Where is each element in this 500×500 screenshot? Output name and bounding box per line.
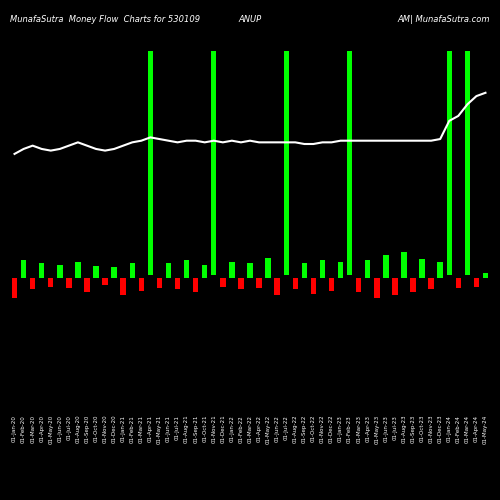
Text: ANUP: ANUP	[238, 15, 262, 24]
Bar	[420, 260, 425, 278]
Bar	[220, 278, 226, 286]
Bar	[166, 264, 171, 278]
Bar	[356, 278, 362, 292]
Bar	[156, 278, 162, 288]
Bar	[456, 278, 461, 288]
Bar	[202, 265, 207, 278]
Bar	[12, 278, 17, 298]
Bar	[48, 278, 54, 286]
Bar	[94, 266, 99, 278]
Bar	[75, 262, 80, 278]
Text: AM| MunafaSutra.com: AM| MunafaSutra.com	[398, 15, 490, 24]
Bar	[248, 264, 252, 278]
Bar	[483, 273, 488, 278]
Bar	[175, 278, 180, 289]
Bar	[30, 278, 36, 289]
Bar	[410, 278, 416, 292]
Bar	[193, 278, 198, 292]
Bar	[266, 258, 271, 278]
Bar	[66, 278, 71, 288]
Bar	[39, 264, 44, 278]
Bar	[211, 52, 216, 274]
Bar	[112, 268, 117, 278]
Bar	[120, 278, 126, 295]
Bar	[374, 278, 380, 298]
Bar	[446, 52, 452, 274]
Bar	[401, 252, 406, 278]
Bar	[256, 278, 262, 288]
Bar	[138, 278, 144, 290]
Bar	[184, 260, 190, 278]
Bar	[438, 262, 443, 278]
Bar	[392, 278, 398, 295]
Bar	[347, 52, 352, 274]
Bar	[292, 278, 298, 289]
Bar	[428, 278, 434, 289]
Bar	[229, 262, 234, 278]
Bar	[274, 278, 280, 295]
Bar	[474, 278, 479, 286]
Bar	[148, 52, 153, 274]
Bar	[284, 52, 289, 274]
Bar	[383, 254, 388, 278]
Bar	[102, 278, 108, 285]
Bar	[21, 260, 26, 278]
Bar	[310, 278, 316, 294]
Bar	[84, 278, 89, 292]
Bar	[238, 278, 244, 289]
Bar	[57, 265, 62, 278]
Text: MunafaSutra  Money Flow  Charts for 530109: MunafaSutra Money Flow Charts for 530109	[10, 15, 200, 24]
Bar	[464, 52, 470, 274]
Bar	[338, 262, 344, 278]
Bar	[329, 278, 334, 290]
Bar	[320, 260, 325, 278]
Bar	[365, 260, 370, 278]
Bar	[130, 264, 135, 278]
Bar	[302, 264, 307, 278]
